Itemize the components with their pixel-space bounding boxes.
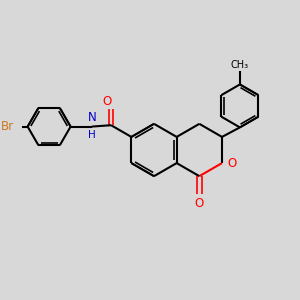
- Text: N: N: [87, 111, 96, 124]
- Text: O: O: [102, 94, 112, 108]
- Text: H: H: [88, 130, 96, 140]
- Text: Br: Br: [1, 120, 14, 133]
- Text: CH₃: CH₃: [231, 60, 249, 70]
- Text: O: O: [195, 197, 204, 210]
- Text: O: O: [227, 157, 236, 169]
